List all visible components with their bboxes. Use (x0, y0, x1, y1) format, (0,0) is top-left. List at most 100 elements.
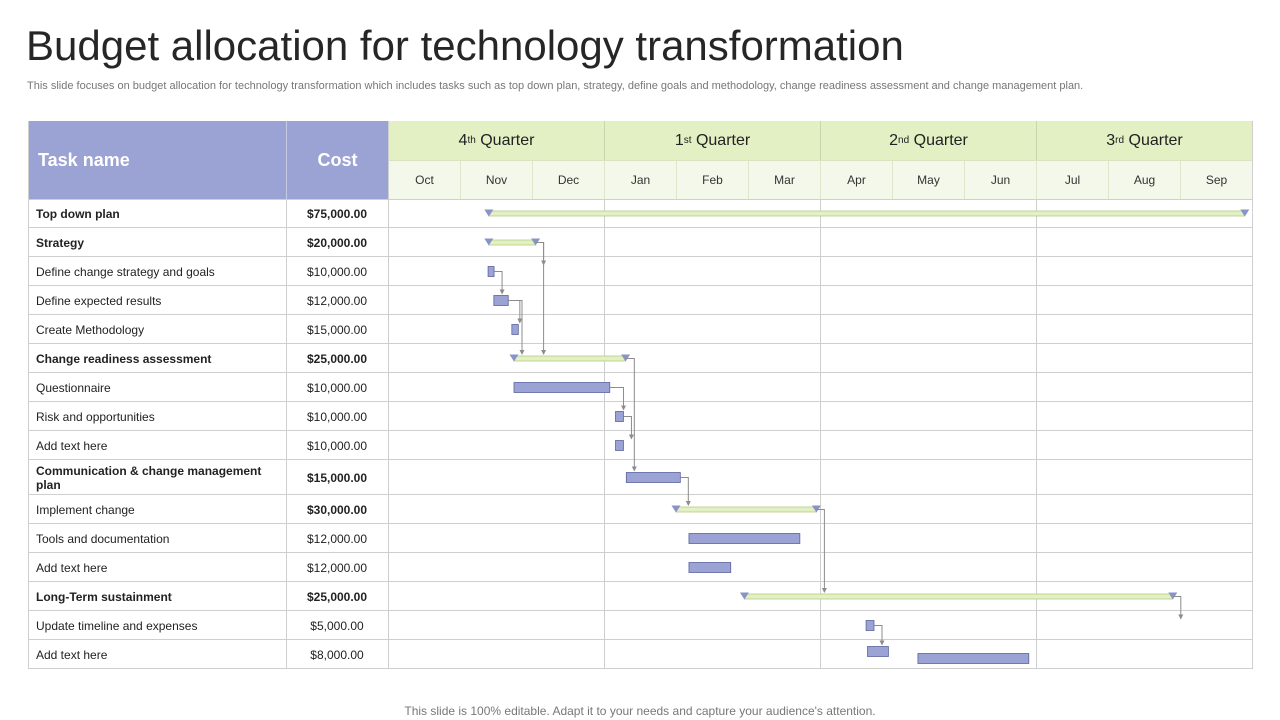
task-name-cell: Risk and opportunities (36, 409, 155, 424)
cost-cell: $10,000.00 (306, 380, 368, 395)
table-row (28, 460, 1252, 495)
dependency-connector (1172, 596, 1182, 619)
cost-cell: $12,000.00 (306, 531, 368, 546)
cost-cell: $20,000.00 (306, 235, 368, 250)
quarter-divider (1036, 199, 1037, 669)
footer-note: This slide is 100% editable. Adapt it to… (404, 704, 876, 718)
task-name-cell: Create Methodology (36, 322, 145, 337)
page-subtitle: This slide focuses on budget allocation … (27, 80, 1084, 92)
month-header-nov: Nov (460, 160, 532, 199)
milestone-marker (509, 354, 519, 362)
task-name-cell: Strategy (36, 235, 85, 250)
month-header-jan: Jan (604, 160, 676, 199)
task-name-cell: Questionnaire (36, 380, 111, 395)
task-bar (688, 533, 801, 544)
month-header-sep: Sep (1180, 160, 1252, 199)
table-row (28, 344, 1252, 373)
month-header-aug: Aug (1108, 160, 1180, 199)
dependency-arrow (621, 405, 627, 411)
cost-cell: $12,000.00 (306, 293, 368, 308)
task-name-cell: Add text here (36, 647, 108, 662)
table-row (28, 495, 1252, 524)
dependency-connector (625, 358, 635, 471)
cost-cell: $15,000.00 (306, 470, 368, 485)
month-header-oct: Oct (388, 160, 460, 199)
summary-bar (675, 506, 817, 513)
table-border-left (28, 121, 29, 669)
task-name-cell: Top down plan (36, 206, 120, 221)
table-row (28, 402, 1252, 431)
task-bar (615, 440, 624, 451)
cost-cell: $12,000.00 (306, 560, 368, 575)
page-title: Budget allocation for technology transfo… (26, 22, 904, 69)
table-row (28, 373, 1252, 402)
table-row (28, 257, 1252, 286)
dependency-arrow (685, 501, 691, 506)
quarter-divider (604, 199, 605, 669)
task-bar (487, 266, 495, 277)
task-name-cell: Change readiness assessment (36, 351, 212, 366)
dependency-arrow (821, 588, 827, 593)
table-header-border (28, 199, 1252, 200)
dependency-arrow (628, 434, 634, 440)
dependency-connector (623, 416, 632, 439)
task-bar (865, 620, 875, 631)
quarter-divider (820, 199, 821, 669)
dependency-connector (494, 271, 503, 294)
month-header-jul: Jul (1036, 160, 1108, 199)
month-header-apr: Apr (820, 160, 892, 199)
dependency-connector (609, 387, 625, 410)
task-bar (688, 562, 732, 573)
summary-bar (488, 239, 536, 246)
task-name-cell: Communication & change management plan (36, 463, 262, 492)
header-cost: Cost (286, 121, 388, 199)
cost-cell: $75,000.00 (306, 206, 368, 221)
task-bar (493, 295, 509, 306)
table-row (28, 199, 1252, 228)
table-row (28, 315, 1252, 344)
task-cost-divider (286, 199, 287, 669)
dependency-arrow (879, 640, 885, 646)
task-name-cell: Add text here (36, 560, 108, 575)
milestone-marker (1240, 209, 1250, 217)
milestone-marker (671, 505, 681, 513)
milestone-marker (484, 238, 494, 246)
task-bar (917, 653, 1030, 664)
task-name-cell: Tools and documentation (36, 531, 170, 546)
month-header-may: May (892, 160, 964, 199)
cost-cell: $30,000.00 (306, 502, 368, 517)
cost-cell: $10,000.00 (306, 438, 368, 453)
task-name-cell: Update timeline and expenses (36, 618, 198, 633)
cost-chart-divider (388, 121, 389, 669)
dependency-arrow (519, 350, 525, 355)
task-name-cell: Implement change (36, 502, 135, 517)
task-name-cell: Define expected results (36, 293, 162, 308)
header-task-name: Task name (28, 121, 286, 199)
dependency-arrow (1178, 614, 1184, 620)
cost-cell: $5,000.00 (310, 618, 364, 633)
cost-cell: $10,000.00 (306, 409, 368, 424)
dependency-arrow (541, 350, 547, 355)
table-row (28, 553, 1252, 582)
task-bar (615, 411, 624, 422)
cost-cell: $25,000.00 (306, 589, 368, 604)
month-header-feb: Feb (676, 160, 748, 199)
milestone-marker (484, 209, 494, 217)
table-border-right (1252, 121, 1253, 669)
cost-cell: $8,000.00 (310, 647, 364, 662)
month-header-jun: Jun (964, 160, 1036, 199)
dependency-connector (816, 509, 825, 592)
table-row (28, 582, 1252, 611)
dependency-arrow (631, 466, 637, 472)
table-row (28, 640, 1252, 669)
month-header-dec: Dec (532, 160, 604, 199)
table-row (28, 611, 1252, 640)
cost-cell: $25,000.00 (306, 351, 368, 366)
table-row (28, 524, 1252, 553)
task-bar (511, 324, 519, 335)
dependency-arrow (499, 289, 505, 295)
